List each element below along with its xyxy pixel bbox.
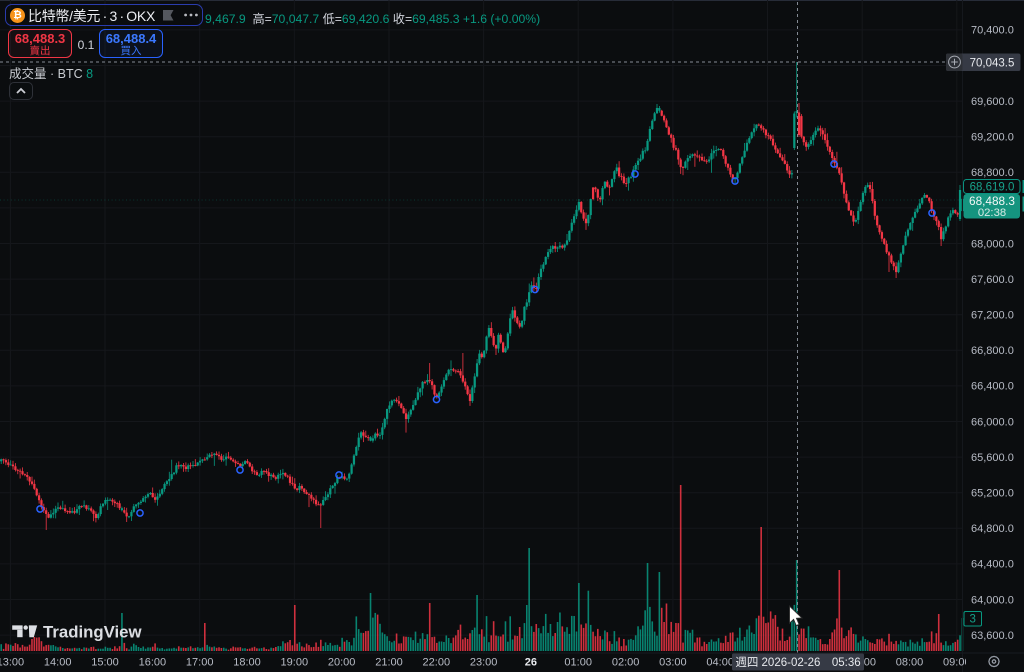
svg-text:17:00: 17:00 <box>186 657 214 669</box>
svg-text:04:00: 04:00 <box>706 657 734 669</box>
svg-text:66,000.0: 66,000.0 <box>971 416 1014 428</box>
svg-text:67,600.0: 67,600.0 <box>971 274 1014 286</box>
svg-text:15:00: 15:00 <box>91 657 119 669</box>
svg-text:08:00: 08:00 <box>896 657 924 669</box>
svg-text:68,488.3: 68,488.3 <box>969 194 1015 208</box>
svg-text:3: 3 <box>969 614 975 626</box>
svg-text:03:00: 03:00 <box>659 657 687 669</box>
svg-text:22:00: 22:00 <box>423 657 451 669</box>
svg-text:69,600.0: 69,600.0 <box>971 96 1014 108</box>
svg-text:64,000.0: 64,000.0 <box>971 594 1014 606</box>
svg-text:02:00: 02:00 <box>612 657 640 669</box>
svg-text:66,800.0: 66,800.0 <box>971 345 1014 357</box>
svg-text:TradingView: TradingView <box>43 623 142 642</box>
svg-text:68,619.0: 68,619.0 <box>970 182 1015 194</box>
svg-text:65,600.0: 65,600.0 <box>971 452 1014 464</box>
svg-text:69,200.0: 69,200.0 <box>971 132 1014 144</box>
svg-text:01:00: 01:00 <box>564 657 592 669</box>
svg-text:18:00: 18:00 <box>233 657 261 669</box>
svg-text:67,200.0: 67,200.0 <box>971 310 1014 322</box>
svg-text:19:00: 19:00 <box>281 657 309 669</box>
svg-text:23:00: 23:00 <box>470 657 498 669</box>
svg-text:63,600.0: 63,600.0 <box>971 630 1014 642</box>
svg-text:68,000.0: 68,000.0 <box>971 238 1014 250</box>
svg-text:13:00: 13:00 <box>0 657 24 669</box>
svg-text:65,200.0: 65,200.0 <box>971 488 1014 500</box>
svg-text:09:00: 09:00 <box>943 657 971 669</box>
svg-text:68,800.0: 68,800.0 <box>971 167 1014 179</box>
svg-text:64,400.0: 64,400.0 <box>971 559 1014 571</box>
svg-text:14:00: 14:00 <box>44 657 72 669</box>
svg-text:21:00: 21:00 <box>375 657 403 669</box>
svg-text:週四 2026-02-26 05:36: 週四 2026-02-26 05:36 <box>735 656 860 669</box>
svg-text:02:38: 02:38 <box>978 207 1006 219</box>
svg-text:20:00: 20:00 <box>328 657 356 669</box>
svg-text:70,400.0: 70,400.0 <box>971 25 1014 37</box>
svg-text:26: 26 <box>525 657 537 669</box>
svg-text:16:00: 16:00 <box>139 657 167 669</box>
svg-text:66,400.0: 66,400.0 <box>971 381 1014 393</box>
svg-text:70,043.5: 70,043.5 <box>970 57 1015 69</box>
svg-text:64,800.0: 64,800.0 <box>971 523 1014 535</box>
